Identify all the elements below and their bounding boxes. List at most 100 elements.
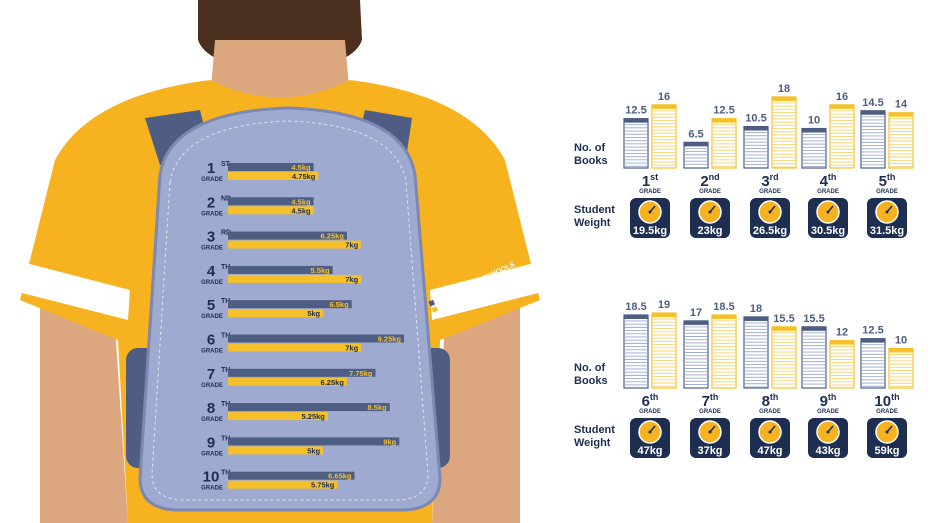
books-label: No. of Books	[574, 142, 608, 167]
book-stack	[860, 338, 886, 389]
book-stack	[743, 316, 769, 389]
student-weight-value: 26.5kg	[753, 225, 787, 237]
book-stack	[860, 110, 886, 169]
book-count-label: 15.5	[773, 313, 794, 325]
bar-value-label: 7kg	[345, 275, 358, 284]
grade-suffix: TH	[221, 401, 230, 408]
bar-value-label: 6.25kg	[321, 378, 345, 387]
weight-scale: 23kg	[690, 198, 730, 238]
bar-value-label: 8.5kg	[368, 403, 388, 412]
bar-value-label: 5.5kg	[310, 266, 330, 275]
book-count-label: 18.5	[625, 301, 646, 313]
book-count-label: 10.5	[745, 113, 766, 125]
book-stack	[771, 96, 797, 169]
bar-value-label: 5kg	[307, 446, 320, 455]
grade-label: 5	[207, 297, 215, 314]
book-stack	[683, 320, 709, 389]
grade-label: 2nd	[700, 172, 719, 190]
student-weight-value: 43kg	[815, 445, 840, 457]
bar-value-label: 4.5kg	[291, 197, 311, 206]
bar-private	[228, 274, 362, 283]
book-count-label: 12.5	[625, 105, 646, 117]
book-stack	[711, 118, 737, 169]
weight-scale: 47kg	[750, 418, 790, 458]
book-count-label: 14.5	[862, 97, 883, 109]
bar-government	[228, 471, 355, 480]
book-count-label: 12	[836, 327, 848, 339]
books-chart-grades-1-5: No. of Books Student Weight 12.5 16 1st GRADE…	[560, 70, 940, 250]
bar-private	[228, 172, 319, 180]
bar-value-label: 7kg	[345, 344, 358, 353]
grade-label: 3	[207, 229, 215, 246]
grade-label: 4th	[820, 172, 837, 190]
bar-value-label: 9kg	[383, 437, 396, 446]
grade-suffix: ND	[221, 195, 231, 202]
book-stack	[829, 104, 855, 169]
bar-value-label: 7.75kg	[349, 369, 373, 378]
grade-label: 6th	[642, 392, 659, 410]
grade-suffix: TH	[221, 333, 230, 340]
grade-word: GRADE	[876, 409, 898, 415]
bar-private	[228, 309, 324, 318]
book-stack	[771, 326, 797, 389]
student-weight-value: 23kg	[697, 225, 722, 237]
bar-government	[228, 231, 347, 240]
student-weight-value: 59kg	[874, 445, 899, 457]
grade-suffix: TH	[221, 470, 230, 477]
bar-government	[228, 403, 390, 412]
grade-label: 8th	[762, 392, 779, 410]
grade-label: 6	[207, 332, 215, 349]
grade-word: GRADE	[759, 409, 781, 415]
book-stack	[711, 314, 737, 389]
grade-word: GRADE	[759, 189, 781, 195]
student-weight-value: 37kg	[697, 445, 722, 457]
bar-private	[228, 412, 328, 421]
book-stack	[623, 118, 649, 169]
grade-suffix: TH	[221, 264, 230, 271]
book-count-label: 14	[895, 99, 908, 111]
books-chart-grades-6-10: No. of Books Student Weight 18.5 19 6th GRADE…	[560, 290, 940, 470]
book-count-label: 6.5	[688, 128, 703, 140]
grade-label: 7th	[702, 392, 719, 410]
bar-government	[228, 437, 400, 446]
grade-label: 9th	[820, 392, 837, 410]
bar-government	[228, 163, 314, 171]
book-stack	[829, 340, 855, 389]
grade-word: GRADE	[201, 486, 223, 492]
grade-suffix: RD	[221, 230, 231, 237]
book-count-label: 18	[750, 303, 762, 315]
book-stack	[801, 127, 827, 169]
weight-label: Student Weight	[574, 424, 615, 449]
grade-suffix: TH	[221, 435, 230, 442]
student-weight-value: 19.5kg	[633, 225, 667, 237]
grade-suffix: ST	[221, 161, 231, 168]
bar-private	[228, 446, 324, 455]
grade-word: GRADE	[201, 451, 223, 457]
book-count-label: 19	[658, 299, 670, 311]
weight-scale: 43kg	[808, 418, 848, 458]
grade-label: 1st	[642, 172, 658, 190]
grade-label: 3rd	[761, 172, 778, 190]
grade-suffix: TH	[221, 298, 230, 305]
grade-word: GRADE	[817, 409, 839, 415]
bar-value-label: 5.75kg	[311, 481, 335, 490]
grade-label: 1	[207, 160, 215, 177]
grade-word: GRADE	[817, 189, 839, 195]
bar-government	[228, 300, 352, 309]
bar-value-label: 4.75kg	[292, 172, 316, 181]
bar-private	[228, 343, 362, 352]
bar-value-label: 5kg	[307, 309, 320, 318]
grade-label: 8	[207, 400, 215, 417]
grade-word: GRADE	[639, 409, 661, 415]
book-count-label: 10	[808, 115, 820, 127]
grade-word: GRADE	[201, 417, 223, 423]
grade-word: GRADE	[201, 349, 223, 355]
book-count-label: 12.5	[862, 325, 883, 337]
book-count-label: 16	[658, 91, 670, 103]
grade-word: GRADE	[639, 189, 661, 195]
left-sleeve-stripe	[18, 262, 130, 320]
book-stack	[888, 347, 914, 389]
weight-scale: 19.5kg	[630, 198, 670, 238]
bar-government	[228, 334, 404, 343]
